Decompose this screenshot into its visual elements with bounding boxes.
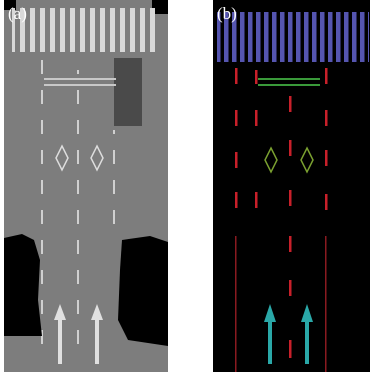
panel-b: (b): [213, 0, 370, 372]
panel-a: (a): [4, 0, 168, 372]
panel-label: (b): [217, 4, 237, 23]
figure: (a) (b): [0, 0, 374, 375]
panel-label: (a): [8, 4, 27, 23]
